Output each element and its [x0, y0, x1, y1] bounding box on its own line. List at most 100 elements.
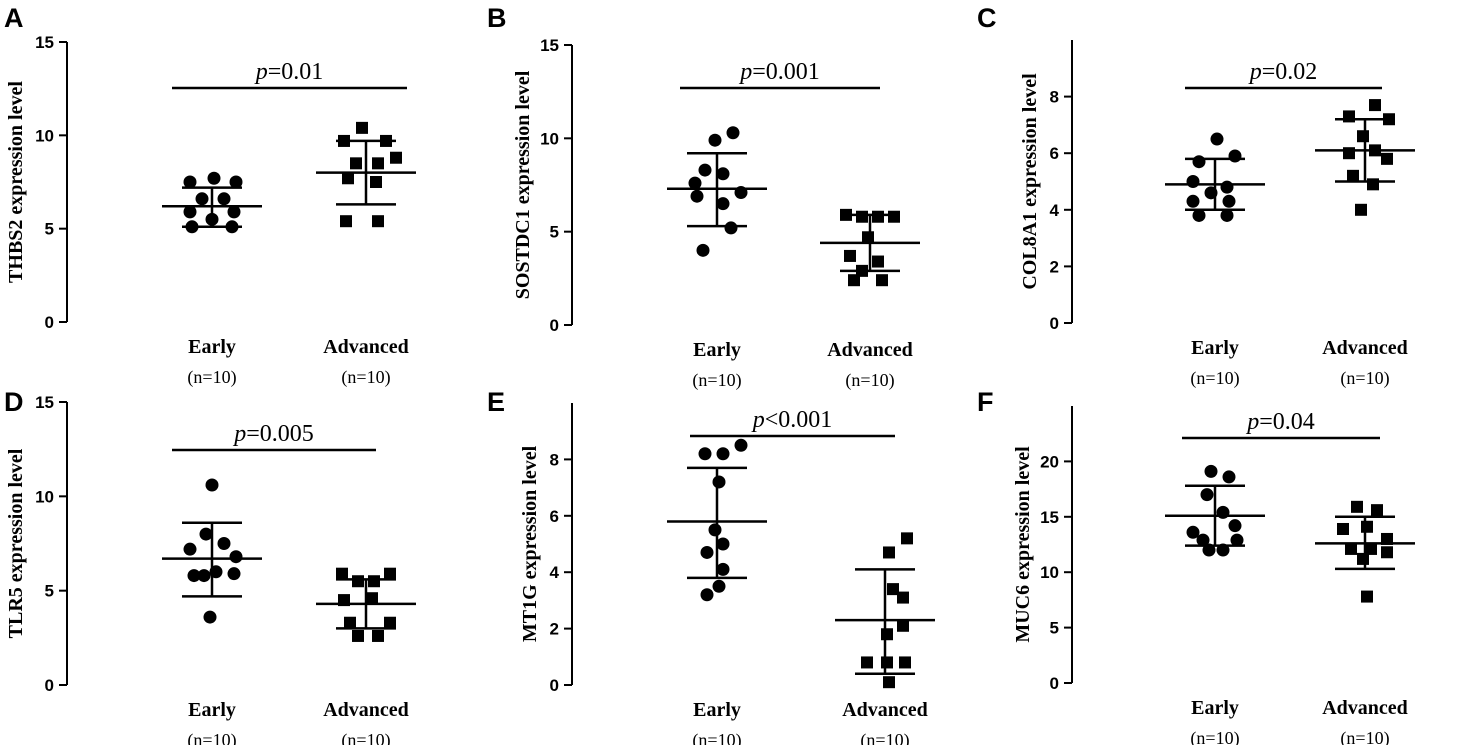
p-value-text: =0.01	[268, 59, 324, 85]
x-category-label: Early	[1191, 337, 1239, 359]
data-point	[1355, 203, 1367, 216]
y-tick-label: 2	[1050, 257, 1059, 276]
y-tick-label: 5	[45, 220, 54, 239]
data-point	[716, 562, 730, 576]
y-tick-label: 5	[1050, 619, 1059, 638]
group-early	[1165, 464, 1265, 557]
data-point	[708, 523, 722, 537]
y-tick-label: 8	[1050, 88, 1059, 107]
data-point	[888, 210, 900, 223]
sample-size-label: (n=10)	[1340, 368, 1389, 389]
y-tick-label: 4	[550, 563, 560, 582]
x-category-label: Advanced	[842, 699, 928, 721]
data-point	[217, 192, 231, 206]
data-point	[1357, 552, 1369, 565]
data-point	[1345, 542, 1357, 555]
y-tick-label: 2	[550, 620, 559, 639]
group-advanced	[316, 121, 416, 228]
data-point	[205, 478, 219, 492]
data-point	[344, 616, 356, 629]
y-tick-label: 0	[1050, 674, 1059, 693]
data-point	[336, 567, 348, 580]
y-tick-label: 0	[1050, 314, 1059, 333]
data-point	[199, 527, 213, 541]
data-point	[372, 157, 384, 170]
data-point	[862, 231, 874, 244]
y-tick-label: 5	[45, 582, 54, 601]
data-point	[848, 274, 860, 287]
x-category-label: Advanced	[1322, 337, 1408, 359]
group-early	[667, 438, 767, 602]
group-early	[162, 478, 262, 624]
data-point	[856, 210, 868, 223]
y-tick-label: 0	[550, 676, 559, 695]
p-symbol: p	[232, 421, 246, 447]
data-point	[372, 215, 384, 228]
data-point	[1381, 546, 1393, 559]
y-axis-label: MUC6 expression level	[1012, 446, 1034, 643]
data-point	[1381, 532, 1393, 545]
data-point	[698, 447, 712, 461]
p-symbol: p	[738, 59, 752, 85]
data-point	[368, 575, 380, 588]
data-point	[716, 537, 730, 551]
y-tick-label: 5	[550, 223, 559, 242]
data-point	[195, 192, 209, 206]
data-point	[1371, 504, 1383, 517]
data-point	[708, 133, 722, 147]
data-point	[1230, 533, 1244, 547]
group-advanced	[1315, 500, 1415, 603]
data-point	[183, 542, 197, 556]
y-axis-label: COL8A1 expression level	[1019, 73, 1041, 290]
data-point	[716, 197, 730, 211]
data-point	[690, 189, 704, 203]
sample-size-label: (n=10)	[187, 730, 236, 745]
data-point	[1361, 520, 1373, 533]
data-point	[366, 592, 378, 605]
group-early	[667, 126, 767, 257]
x-category-label: Advanced	[323, 699, 409, 721]
p-value-label: p<0.001	[751, 407, 833, 433]
data-point	[883, 676, 895, 689]
p-value-label: p=0.005	[232, 421, 314, 447]
sample-size-label: (n=10)	[1340, 728, 1389, 745]
p-value-label: p=0.01	[254, 59, 324, 85]
p-value-text: <0.001	[765, 407, 833, 433]
data-point	[1381, 152, 1393, 165]
data-point	[1347, 169, 1359, 182]
data-point	[700, 588, 714, 602]
data-point	[1365, 542, 1377, 555]
data-point	[1204, 464, 1218, 478]
data-point	[716, 447, 730, 461]
data-point	[352, 629, 364, 642]
x-category-label: Advanced	[1322, 697, 1408, 719]
data-point	[872, 255, 884, 268]
data-point	[901, 532, 913, 545]
data-point	[872, 210, 884, 223]
data-point	[1192, 155, 1206, 169]
y-tick-label: 6	[550, 507, 559, 526]
sample-size-label: (n=10)	[341, 367, 390, 388]
x-category-label: Early	[693, 699, 741, 721]
y-tick-label: 15	[1040, 508, 1059, 527]
data-point	[887, 583, 899, 596]
sample-size-label: (n=10)	[860, 730, 909, 745]
y-tick-label: 0	[45, 676, 54, 695]
data-point	[384, 616, 396, 629]
x-category-label: Early	[1191, 697, 1239, 719]
data-point	[227, 567, 241, 581]
y-tick-label: 15	[35, 33, 54, 52]
data-point	[1192, 208, 1206, 222]
x-category-label: Early	[188, 699, 236, 721]
data-point	[876, 274, 888, 287]
y-tick-label: 0	[45, 313, 54, 332]
data-point	[1220, 180, 1234, 194]
group-advanced	[1315, 99, 1415, 216]
panel-letter: C	[977, 3, 997, 33]
data-point	[384, 567, 396, 580]
sample-size-label: (n=10)	[1190, 368, 1239, 389]
p-value-text: =0.001	[752, 59, 820, 85]
data-point	[1220, 208, 1234, 222]
data-point	[183, 205, 197, 219]
data-point	[700, 545, 714, 559]
